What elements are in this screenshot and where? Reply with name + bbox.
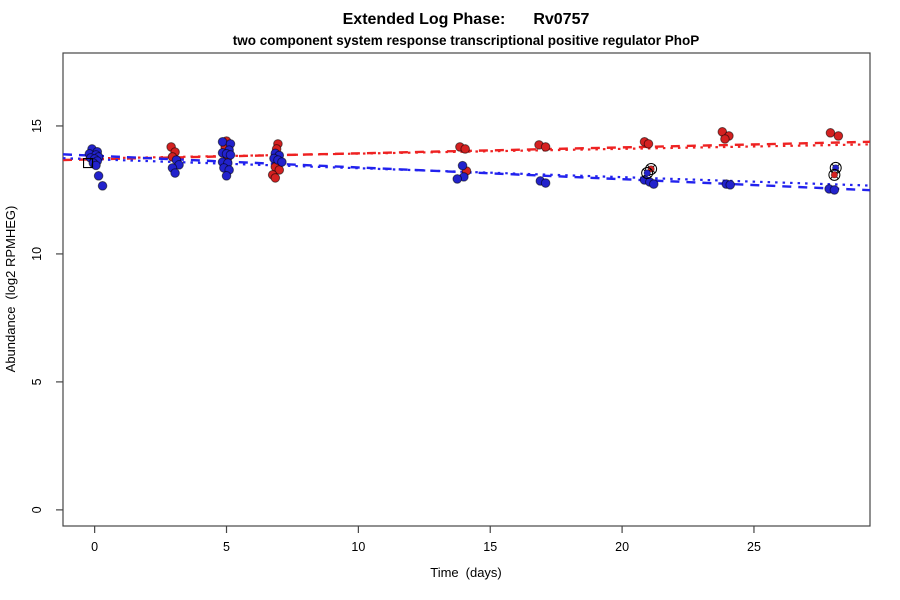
data-point-blue [91,160,101,171]
data-point-blue [457,160,468,171]
x-tick-label: 10 [351,540,365,554]
plot-box [62,52,871,527]
data-point-red [460,144,470,154]
data-point-blue [540,178,551,188]
data-point-red [825,128,836,138]
y-tick-label: 0 [30,506,44,513]
special-markers [83,158,842,181]
data-point-blue [725,180,736,190]
data-point-blue [97,181,108,191]
y-tick-label: 10 [30,247,44,261]
data-point-blue [221,171,232,181]
y-tick-label: 5 [30,378,44,385]
x-tick-label: 0 [91,540,98,554]
y-tick-label: 15 [30,119,44,133]
x-axis-label: Time (days) [430,565,502,580]
data-point-red [720,134,730,144]
circle-cross-marker [641,167,654,180]
open-square-marker [83,158,94,169]
data-point-blue [225,150,236,160]
x-tick-label: 20 [615,540,629,554]
x-tick-label: 25 [747,540,761,554]
x-tick-label: 15 [483,540,497,554]
data-point-blue [277,157,287,167]
data-point-red [540,142,551,152]
data-point-blue [829,185,840,195]
data-point-blue [217,137,228,147]
x-tick-label: 5 [223,540,230,554]
data-point-red [643,139,654,149]
data-point-blue [170,168,180,178]
data-point-red [833,131,844,141]
data-point-red [270,173,281,183]
chart-title: Extended Log Phase: Rv0757 [343,11,590,28]
axes: 0 5 10 15 20 25 0 5 10 15 [30,52,871,554]
y-axis-label: Abundance(log2 RPMHEG) [3,206,18,373]
data-point-blue [93,171,104,181]
data-point-blue [648,179,659,189]
circle-cross-marker [828,168,841,181]
data-point-blue [452,174,463,184]
chart-subtitle: two component system response transcript… [233,33,700,48]
